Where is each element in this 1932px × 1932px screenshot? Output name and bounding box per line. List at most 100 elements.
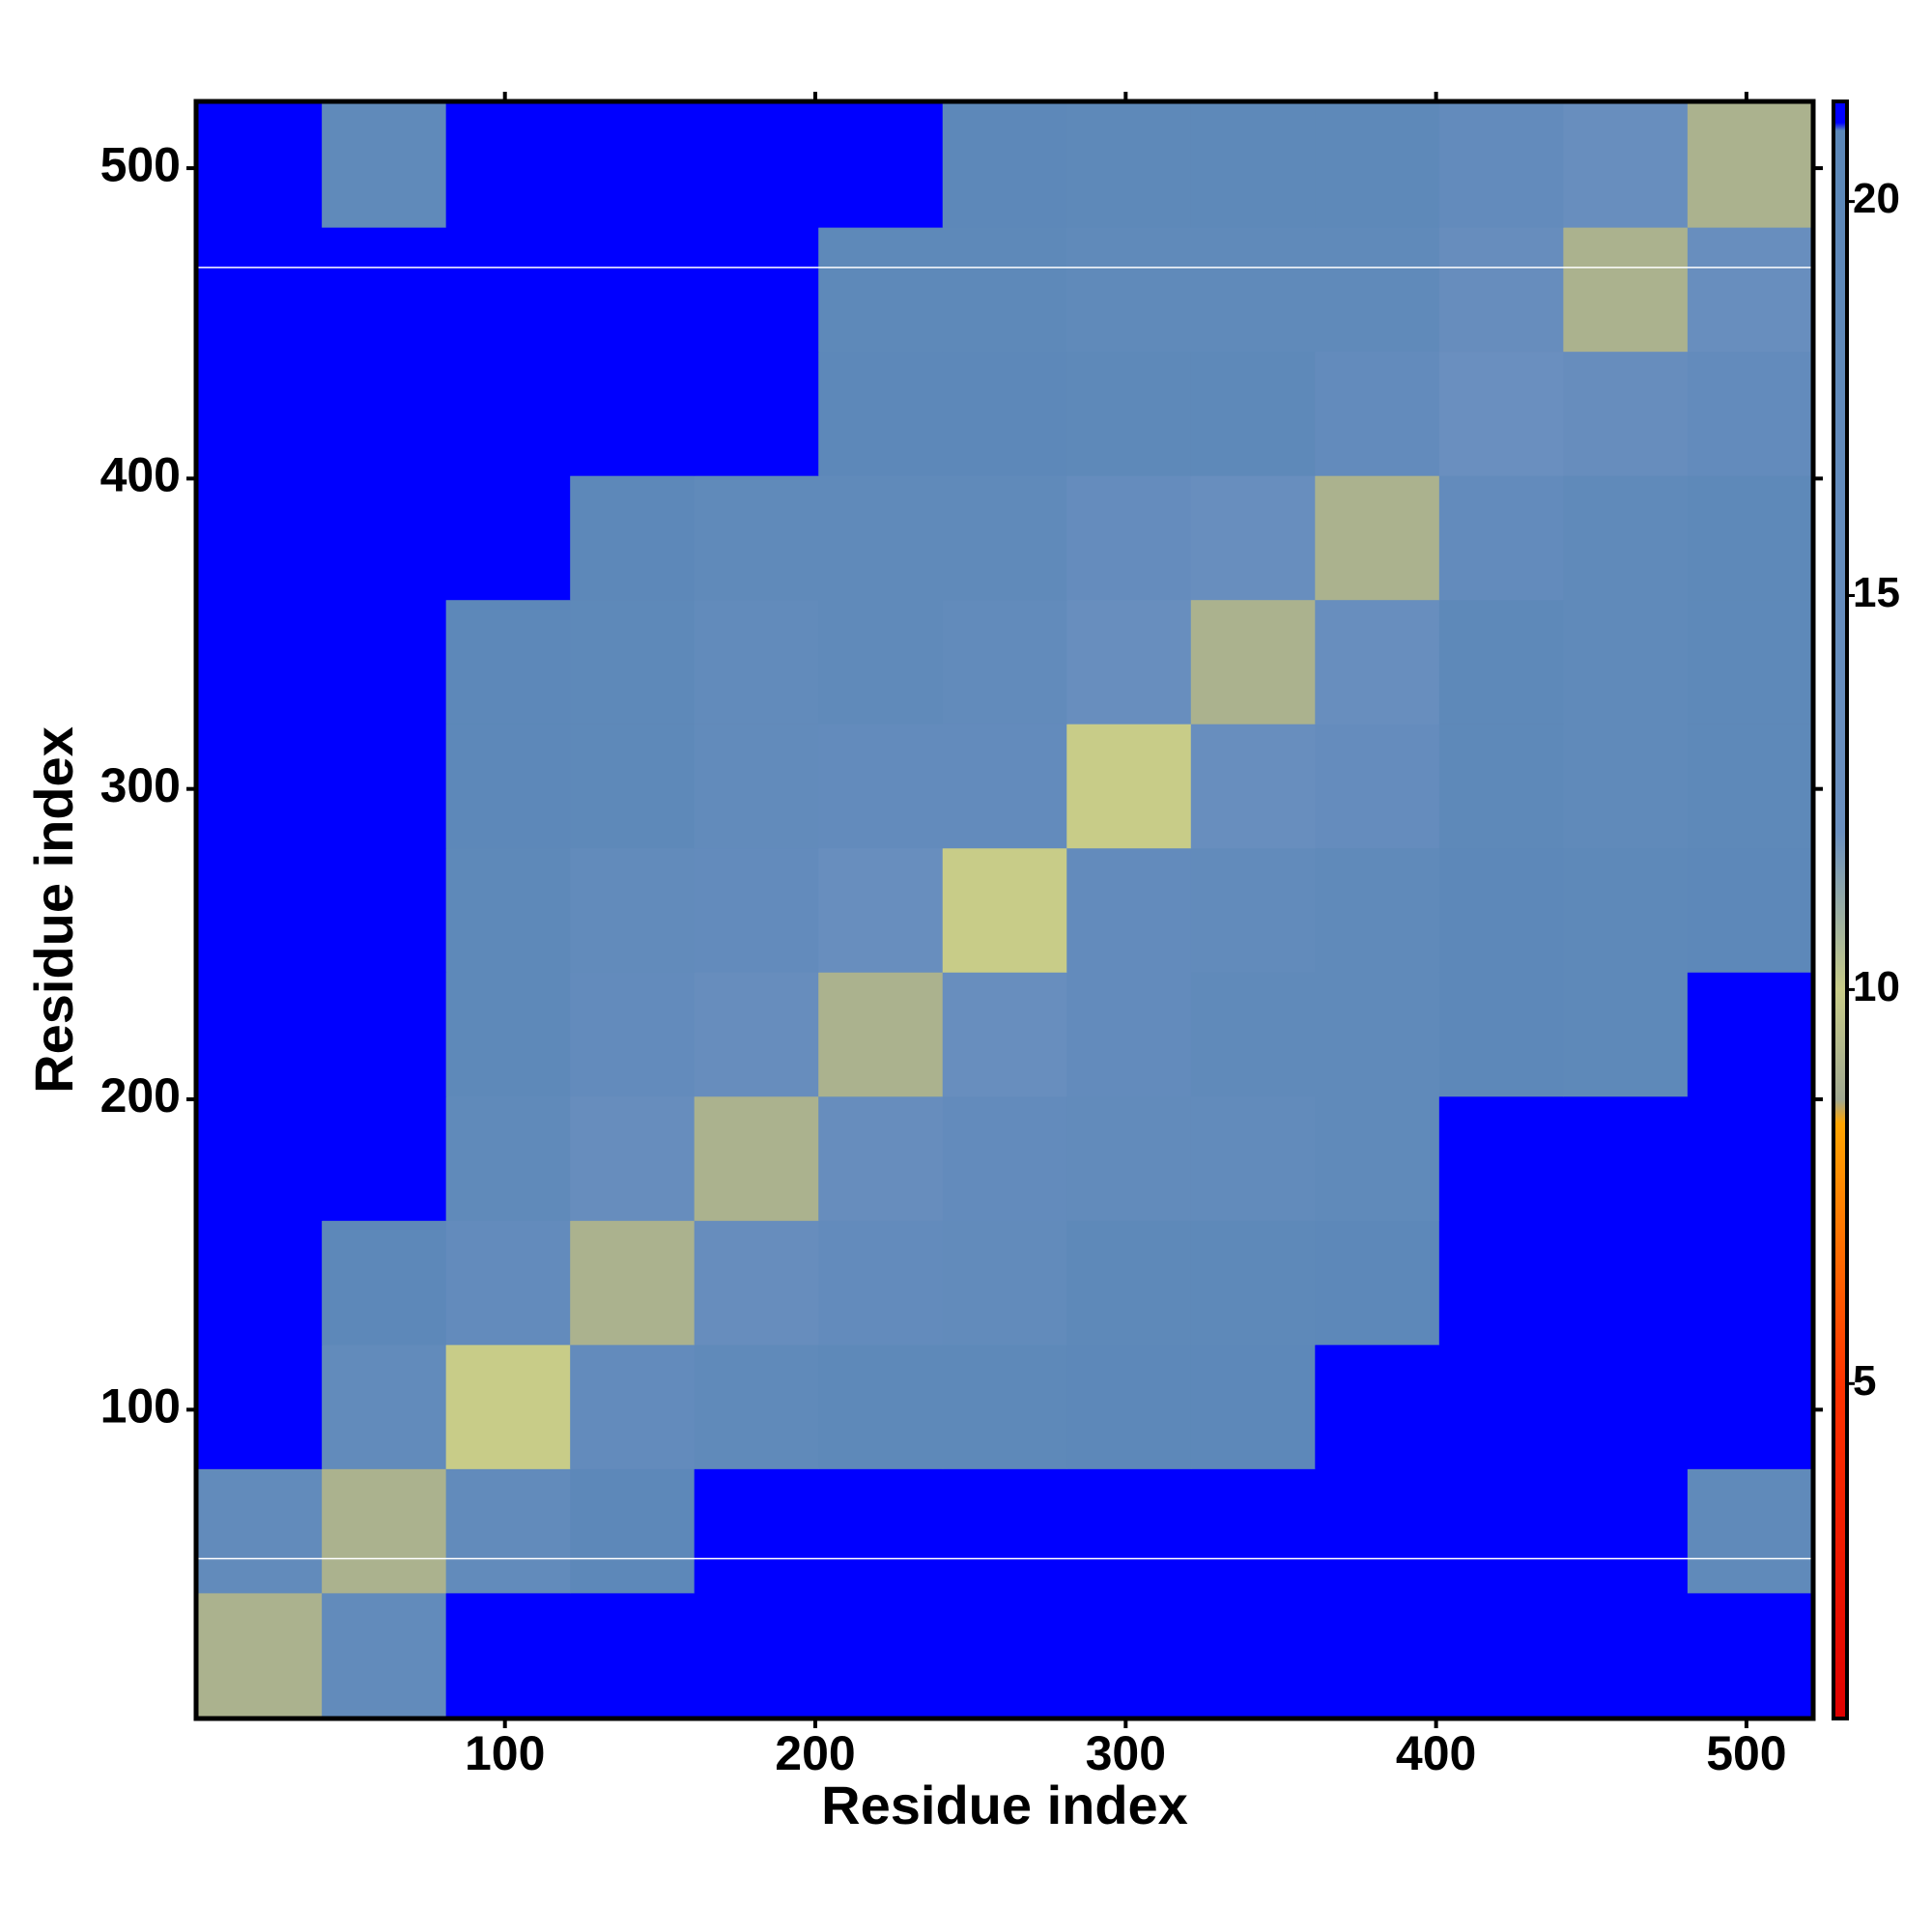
heatmap-cell	[942, 475, 1067, 601]
heatmap-cell	[445, 102, 571, 228]
heatmap-cell	[1563, 227, 1689, 353]
y-tick-label: 400	[100, 448, 181, 502]
heatmap-cell	[1563, 351, 1689, 476]
heatmap-cell	[942, 227, 1067, 353]
heatmap-cell	[322, 1592, 447, 1718]
heatmap-cell	[445, 1344, 571, 1469]
heatmap-cell	[570, 475, 696, 601]
heatmap-cell	[694, 972, 819, 1097]
heatmap-cell	[1315, 972, 1440, 1097]
heatmap-cell	[1066, 227, 1192, 353]
heatmap-cell	[694, 1220, 819, 1346]
heatmap-cell	[1687, 724, 1812, 849]
heatmap-cell	[694, 475, 819, 601]
heatmap-cell	[197, 102, 323, 228]
y-tick-label: 300	[100, 758, 181, 812]
heatmap-cell	[1687, 1095, 1812, 1221]
heatmap-cell	[322, 1220, 447, 1346]
heatmap-cell	[1190, 475, 1316, 601]
heatmap-cell	[570, 724, 696, 849]
heatmap-cell	[322, 102, 447, 228]
colorbar-tick-label: 5	[1853, 1357, 1876, 1405]
heatmap-cell	[1438, 1592, 1564, 1718]
heatmap-cell	[1687, 1468, 1812, 1594]
heatmap-cell	[1315, 1220, 1440, 1346]
heatmap-cell	[1563, 102, 1689, 228]
heatmap-cell	[1438, 724, 1564, 849]
heatmap-cell	[197, 1344, 323, 1469]
heatmap-cell	[197, 475, 323, 601]
heatmap-cell	[1190, 972, 1316, 1097]
heatmap-cell	[1190, 1468, 1316, 1594]
heatmap-cell	[942, 972, 1067, 1097]
x-axis-title: Residue index	[821, 1775, 1188, 1835]
heatmap-cell	[1315, 599, 1440, 724]
heatmap-cell	[1315, 475, 1440, 601]
heatmap-cell	[694, 351, 819, 476]
heatmap-cell	[1687, 847, 1812, 973]
heatmap-cell	[694, 102, 819, 228]
heatmap-cell	[1066, 102, 1192, 228]
x-tick-label: 400	[1396, 1726, 1476, 1780]
heatmap-cell	[570, 227, 696, 353]
heatmap-cell	[694, 724, 819, 849]
heatmap-cell	[1066, 1592, 1192, 1718]
heatmap-cell	[1438, 599, 1564, 724]
heatmap-cell	[1438, 102, 1564, 228]
heatmap-cell	[1438, 475, 1564, 601]
heatmap-cell	[1066, 1220, 1192, 1346]
heatmap-cell	[818, 1344, 944, 1469]
heatmap-cell	[445, 351, 571, 476]
heatmap-cell	[1563, 1468, 1689, 1594]
heatmap	[197, 102, 1812, 1718]
heatmap-cell	[1066, 972, 1192, 1097]
heatmap-cell	[694, 599, 819, 724]
heatmap-cell	[1315, 351, 1440, 476]
heatmap-cell	[818, 847, 944, 973]
heatmap-cell	[1438, 847, 1564, 973]
heatmap-cell	[942, 599, 1067, 724]
heatmap-cell	[1563, 1095, 1689, 1221]
heatmap-cell	[818, 1220, 944, 1346]
heatmap-cell	[570, 351, 696, 476]
overlay	[196, 267, 1813, 1560]
heatmap-cell	[445, 1220, 571, 1346]
heatmap-cell	[1190, 227, 1316, 353]
heatmap-cell	[1438, 351, 1564, 476]
heatmap-cell	[1066, 724, 1192, 849]
heatmap-cell	[445, 599, 571, 724]
heatmap-cell	[942, 847, 1067, 973]
heatmap-cell	[1563, 1344, 1689, 1469]
heatmap-cell	[322, 351, 447, 476]
heatmap-cell	[1315, 1095, 1440, 1221]
heatmap-cell	[818, 351, 944, 476]
heatmap-cell	[942, 1220, 1067, 1346]
heatmap-cell	[445, 1468, 571, 1594]
heatmap-cell	[694, 1344, 819, 1469]
heatmap-cell	[1687, 972, 1812, 1097]
heatmap-cell	[1438, 1344, 1564, 1469]
heatmap-cell	[942, 102, 1067, 228]
heatmap-cell	[1438, 972, 1564, 1097]
heatmap-cell	[445, 1592, 571, 1718]
heatmap-cell	[570, 972, 696, 1097]
heatmap-cell	[818, 724, 944, 849]
heatmap-cell	[445, 1095, 571, 1221]
heatmap-cell	[1066, 599, 1192, 724]
heatmap-cell	[1315, 1592, 1440, 1718]
colorbar-tick-label: 15	[1853, 569, 1900, 616]
heatmap-cell	[570, 1220, 696, 1346]
x-tick-label: 300	[1086, 1726, 1166, 1780]
plot-frame	[193, 99, 1816, 1721]
heatmap-cell	[197, 599, 323, 724]
heatmap-cell	[1563, 724, 1689, 849]
heatmap-cell	[1687, 599, 1812, 724]
heatmap-cell	[1190, 1592, 1316, 1718]
heatmap-cell	[1066, 847, 1192, 973]
heatmap-cell	[1190, 1095, 1316, 1221]
heatmap-cell	[445, 724, 571, 849]
y-tick-label: 200	[100, 1068, 181, 1122]
heatmap-cell	[1190, 1220, 1316, 1346]
heatmap-cell	[1438, 227, 1564, 353]
